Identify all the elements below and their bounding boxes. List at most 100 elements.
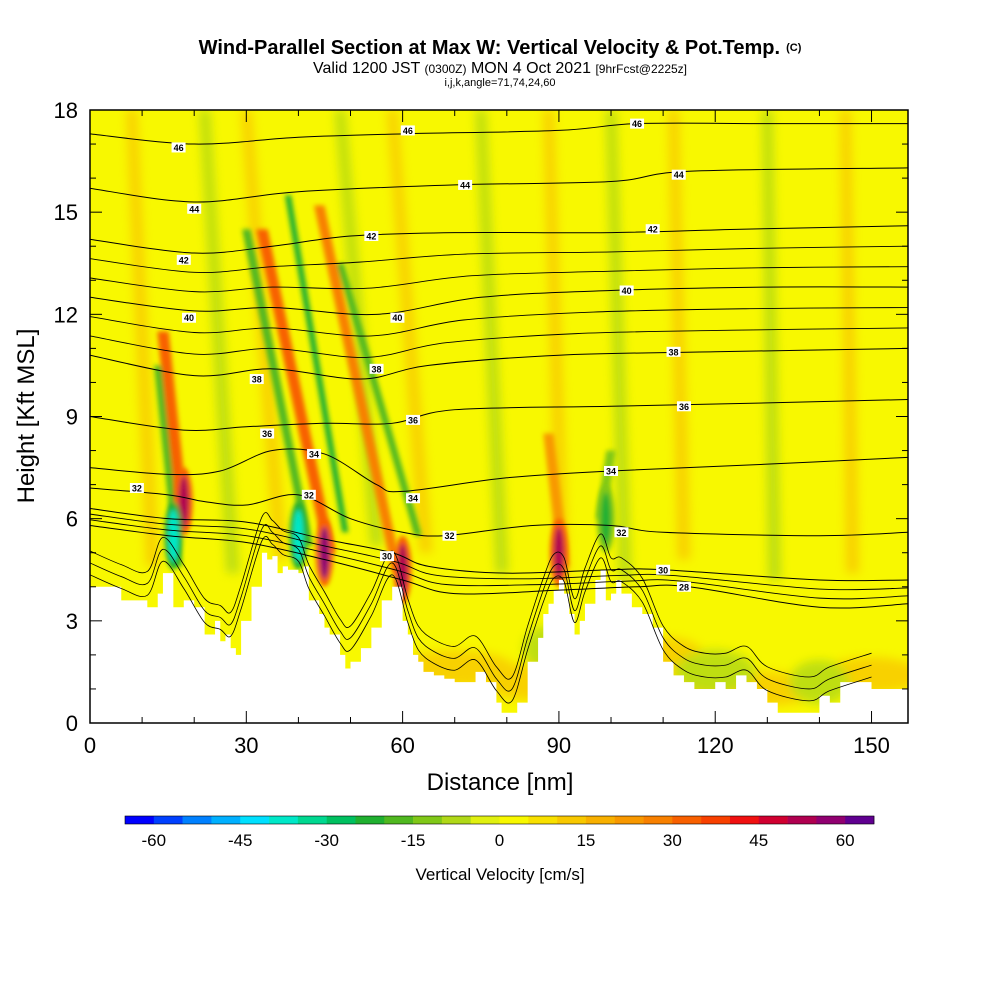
y-tick-label: 18 (54, 98, 78, 123)
theta-contour-label: 46 (630, 118, 645, 129)
theta-label-text: 42 (648, 225, 658, 235)
theta-contour-line (90, 286, 908, 316)
theta-contour-line (90, 347, 908, 380)
colorbar-segment (758, 816, 788, 824)
velocity-core (168, 509, 179, 562)
theta-label-box (604, 465, 619, 476)
field-streak (386, 110, 433, 553)
theta-contour-label: 36 (260, 428, 275, 439)
forecast-info: [9hrFcst@2225z] (595, 62, 688, 76)
colorbar-segment (153, 816, 183, 824)
theta-contour-label: 32 (614, 527, 629, 538)
theta-contour-label: 34 (307, 448, 322, 459)
colorbar-segment (816, 816, 846, 824)
valid-date: MON 4 Oct 2021 (470, 60, 591, 77)
grid-indices: i,j,k,angle=71,74,24,60 (444, 77, 556, 89)
colorbar-tick-label: 60 (836, 831, 855, 850)
theta-contour-label: 30 (379, 551, 394, 562)
colorbar-segment (528, 816, 558, 824)
theta-contour-label: 42 (645, 224, 660, 235)
colorbar: -60 -45 -30 -15 0 15 30 45 60 (124, 815, 875, 850)
theta-label-text: 40 (184, 313, 194, 323)
y-tick-label: 6 (66, 507, 78, 532)
theta-label-box (379, 551, 394, 562)
y-tick-label: 0 (66, 711, 78, 736)
theta-contour-label: 36 (676, 401, 691, 412)
colorbar-segment (413, 816, 443, 824)
theta-label-text: 30 (382, 552, 392, 562)
colorbar-segment (499, 816, 529, 824)
theta-label-box (187, 203, 202, 214)
colorbar-segment (845, 816, 875, 824)
colorbar-tick-label: 0 (495, 831, 504, 850)
theta-label-box (406, 493, 421, 504)
y-tick-label: 9 (66, 405, 78, 430)
theta-label-box (400, 125, 415, 136)
theta-label-box (181, 312, 196, 323)
terrain-mask (90, 552, 908, 723)
colorbar-segment (240, 816, 270, 824)
theta-contour-label: 34 (604, 465, 619, 476)
chart-title: Wind-Parallel Section at Max W: Vertical… (0, 36, 1000, 60)
velocity-core (178, 475, 189, 528)
velocity-core (397, 543, 408, 596)
colorbar-tick-label: 30 (663, 831, 682, 850)
theta-label-box (645, 224, 660, 235)
theta-label-text: 46 (403, 126, 413, 136)
colorbar-label: Vertical Velocity [cm/s] (415, 865, 584, 884)
x-tick-label: 120 (697, 733, 734, 758)
colorbar-segment (672, 816, 702, 824)
title-block: Wind-Parallel Section at Max W: Vertical… (0, 36, 1000, 89)
theta-contour-line (90, 513, 908, 591)
y-tick-label: 12 (54, 302, 78, 327)
theta-label-text: 36 (679, 402, 689, 412)
theta-contour-labels: 46 46 46 44 44 44 42 42 42 40 40 40 38 38 38 36 36 36 34 34… (129, 118, 691, 592)
theta-label-text: 44 (460, 180, 470, 190)
theta-contour-label: 28 (676, 581, 691, 592)
x-axis: 0 30 60 90 120 150 (84, 110, 890, 758)
theta-contour-label: 46 (400, 125, 415, 136)
theta-contour-label: 36 (406, 414, 421, 425)
theta-label-text: 38 (372, 364, 382, 374)
theta-contour-label: 32 (442, 530, 457, 541)
theta-label-box (666, 346, 681, 357)
theta-contour-line (90, 327, 908, 358)
x-tick-label: 150 (853, 733, 890, 758)
theta-label-box (307, 448, 322, 459)
colorbar-tick-label: 15 (576, 831, 595, 850)
x-axis-label: Distance [nm] (427, 769, 574, 796)
colorbar-segment (643, 816, 673, 824)
colorbar-tick-label: -30 (314, 831, 339, 850)
colorbar-segment (297, 816, 327, 824)
theta-label-text: 38 (252, 375, 262, 385)
colorbar-segment (269, 816, 299, 824)
theta-label-text: 34 (309, 449, 319, 459)
theta-contour-line (90, 122, 908, 145)
y-tick-label: 15 (54, 200, 78, 225)
theta-label-box (249, 374, 264, 385)
theta-contour-line (90, 519, 908, 600)
theta-label-text: 40 (622, 286, 632, 296)
colorbar-tick-label: -15 (401, 831, 426, 850)
theta-label-text: 44 (674, 170, 684, 180)
theta-contour-label: 32 (301, 489, 316, 500)
colorbar-segment (182, 816, 212, 824)
theta-label-box (129, 483, 144, 494)
theta-contour-line (90, 524, 872, 692)
theta-label-text: 42 (179, 255, 189, 265)
theta-label-box (619, 285, 634, 296)
field-bands (154, 195, 616, 574)
x-tick-label: 0 (84, 733, 96, 758)
colorbar-segment (729, 816, 760, 824)
colorbar-segment (614, 816, 644, 824)
theta-contour-label: 42 (176, 254, 191, 265)
valid-time-prefix: Valid 1200 JST (312, 60, 421, 77)
theta-contour-label: 38 (666, 346, 681, 357)
field-streak (605, 110, 632, 580)
theta-contour-line (90, 307, 908, 337)
field-streak (475, 110, 509, 574)
theta-contour-line (90, 507, 908, 582)
y-tick-label: 3 (66, 609, 78, 634)
